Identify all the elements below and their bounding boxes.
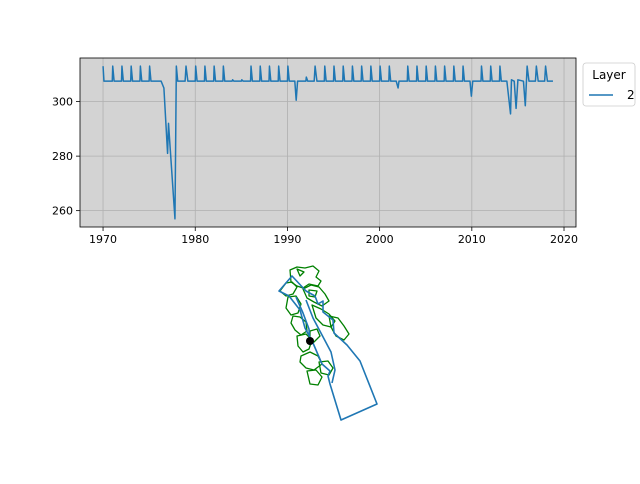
legend[interactable]: Layer 2 xyxy=(582,62,636,107)
domain-outline xyxy=(278,275,378,421)
y-tick-label: 280 xyxy=(52,150,73,163)
x-tick-label: 2020 xyxy=(550,233,578,246)
polygon-north-4 xyxy=(296,268,305,277)
subbasin-polygons xyxy=(279,265,350,386)
x-tick-label: 2000 xyxy=(366,233,394,246)
x-tick-label: 1990 xyxy=(273,233,301,246)
x-tick-label: 1970 xyxy=(89,233,117,246)
x-tick-labels: 1970 1980 1990 2000 2010 2020 xyxy=(89,233,578,246)
x-tick-label: 1980 xyxy=(181,233,209,246)
river-channel-right xyxy=(305,299,336,384)
polygon-south-1 xyxy=(299,351,323,371)
y-tick-label: 260 xyxy=(52,205,73,218)
polygon-west-3 xyxy=(296,333,313,353)
series-line-2 xyxy=(102,65,553,220)
polygon-west-2 xyxy=(290,315,308,336)
y-tick-label: 300 xyxy=(52,96,73,109)
x-tick-label: 2010 xyxy=(458,233,486,246)
plot-frame xyxy=(79,57,577,228)
tick-marks xyxy=(76,101,565,231)
polygon-west-1 xyxy=(285,295,302,316)
gridlines xyxy=(80,58,576,227)
polygon-east-2 xyxy=(328,315,350,341)
y-tick-labels: 260 280 300 xyxy=(52,96,73,218)
location-marker xyxy=(306,337,314,345)
polygon-south-2 xyxy=(306,369,323,386)
legend-title: Layer xyxy=(592,68,626,82)
map-axes xyxy=(278,265,378,421)
series-group xyxy=(102,65,553,220)
polygon-north-3 xyxy=(302,284,330,307)
river-channel-left xyxy=(295,296,311,346)
polygon-south-3 xyxy=(318,360,334,376)
timeseries-axes: 1970 1980 1990 2000 2010 2020 260 280 300 xyxy=(52,57,578,246)
legend-entry-label: 2 xyxy=(627,88,635,102)
plot-background xyxy=(80,58,576,227)
polygon-north-1 xyxy=(289,265,322,289)
polygon-north-2 xyxy=(279,281,298,297)
